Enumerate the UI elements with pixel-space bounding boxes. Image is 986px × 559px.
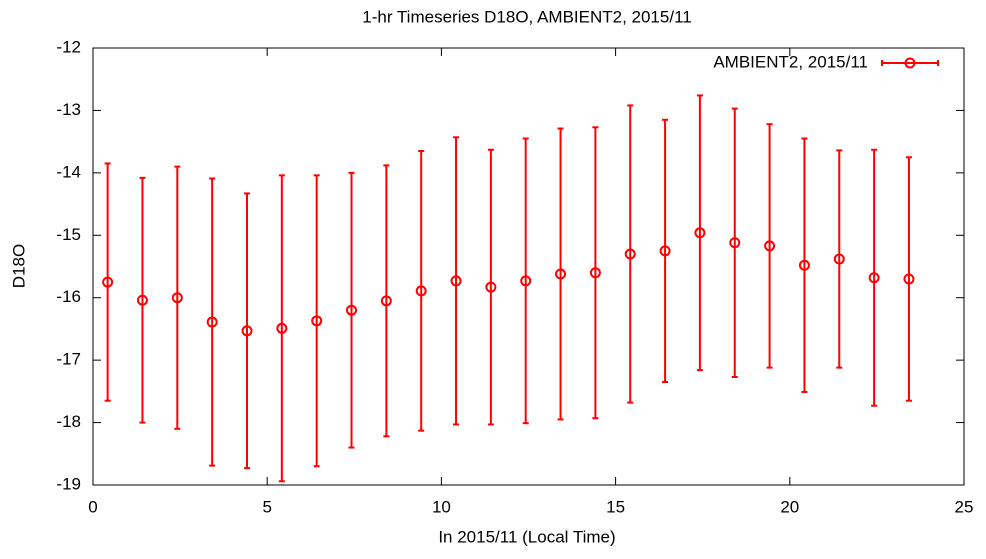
y-axis-label: D18O [9,244,28,288]
data-point [102,276,114,288]
data-point [171,292,183,304]
data-point [659,245,671,257]
data-point [798,259,810,271]
legend-marker [904,57,916,69]
x-tick-label: 25 [955,497,974,516]
x-tick-label: 10 [432,497,451,516]
data-point [764,240,776,252]
y-tick-label: -12 [56,37,81,56]
plot-frame [92,47,965,486]
data-point [694,227,706,239]
data-point [136,294,148,306]
x-tick-label: 15 [606,497,625,516]
data-point [346,304,358,316]
data-point [833,253,845,265]
data-point [311,315,323,327]
data-point [903,273,915,285]
legend-label: AMBIENT2, 2015/11 [713,52,868,71]
x-axis-label: In 2015/11 (Local Time) [438,527,615,546]
y-tick-label: -14 [56,162,81,181]
data-point [415,285,427,297]
data-point [241,325,253,337]
y-tick-label: -13 [56,100,81,119]
data-point [520,275,532,287]
y-tick-label: -16 [56,287,81,306]
data-point [485,281,497,293]
data-point [206,316,218,328]
y-tick-label: -19 [56,474,81,493]
chart-title: 1-hr Timeseries D18O, AMBIENT2, 2015/11 [362,7,691,26]
y-tick-label: -15 [56,225,81,244]
data-point [276,322,288,334]
data-point [380,295,392,307]
data-point [555,268,567,280]
data-point [868,272,880,284]
x-tick-label: 20 [780,497,799,516]
data-point [589,267,601,279]
x-tick-label: 0 [88,497,97,516]
data-point [450,275,462,287]
data-point [624,248,636,260]
data-point [729,237,741,249]
y-tick-label: -17 [56,350,81,369]
x-tick-label: 5 [262,497,271,516]
y-tick-label: -18 [56,412,81,431]
